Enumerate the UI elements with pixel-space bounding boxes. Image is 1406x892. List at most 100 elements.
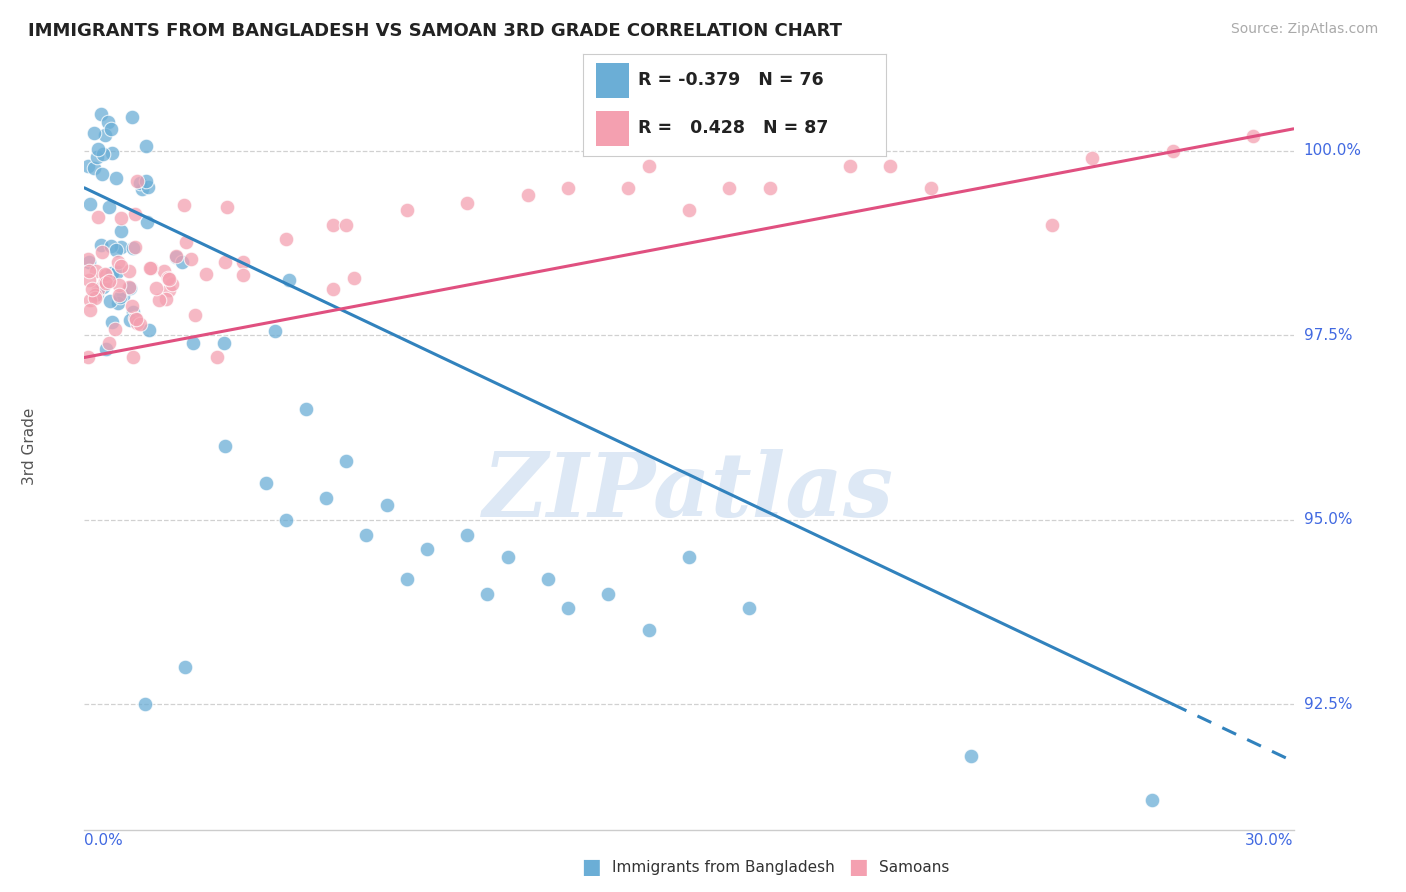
Point xyxy=(110,240,132,254)
Point xyxy=(758,181,780,195)
Point xyxy=(254,475,277,490)
Point xyxy=(537,572,560,586)
Point xyxy=(121,298,143,312)
Point xyxy=(134,697,156,711)
Point xyxy=(120,313,142,327)
Point xyxy=(173,198,195,212)
Point xyxy=(79,264,101,278)
Point xyxy=(129,176,152,190)
Point xyxy=(94,273,117,287)
Point xyxy=(496,549,519,564)
Point xyxy=(395,572,418,586)
Point xyxy=(112,289,135,303)
Point xyxy=(110,259,132,273)
Point xyxy=(94,268,117,283)
Point xyxy=(678,549,700,564)
Point xyxy=(1081,152,1104,166)
Point xyxy=(157,283,180,297)
Text: IMMIGRANTS FROM BANGLADESH VS SAMOAN 3RD GRADE CORRELATION CHART: IMMIGRANTS FROM BANGLADESH VS SAMOAN 3RD… xyxy=(28,22,842,40)
Point xyxy=(105,170,128,185)
Point xyxy=(125,311,148,326)
Point xyxy=(375,498,398,512)
Point xyxy=(87,210,110,224)
Point xyxy=(94,342,117,356)
Point xyxy=(395,202,418,217)
Point xyxy=(98,336,121,351)
Point xyxy=(77,252,100,266)
Point xyxy=(274,513,297,527)
Point xyxy=(879,159,901,173)
Point xyxy=(315,491,337,505)
Point xyxy=(118,264,141,278)
Point xyxy=(718,181,741,195)
Point xyxy=(214,255,236,269)
Point xyxy=(107,296,129,310)
Point xyxy=(194,267,217,281)
Point xyxy=(356,527,378,541)
Text: R =   0.428   N = 87: R = 0.428 N = 87 xyxy=(638,120,828,137)
Point xyxy=(84,287,107,301)
Text: R = -0.379   N = 76: R = -0.379 N = 76 xyxy=(638,71,824,89)
Point xyxy=(617,181,640,195)
Point xyxy=(77,255,100,269)
Point xyxy=(322,282,344,296)
Point xyxy=(105,265,128,279)
Text: Source: ZipAtlas.com: Source: ZipAtlas.com xyxy=(1230,22,1378,37)
Point xyxy=(91,245,114,260)
Point xyxy=(79,273,101,287)
FancyBboxPatch shape xyxy=(596,62,628,97)
Point xyxy=(84,291,107,305)
Text: 92.5%: 92.5% xyxy=(1303,697,1353,712)
Point xyxy=(77,351,100,365)
Point xyxy=(101,315,124,329)
Point xyxy=(118,280,141,294)
Point xyxy=(108,277,131,292)
Point xyxy=(839,159,862,173)
Point xyxy=(108,288,131,302)
Point xyxy=(335,218,357,232)
Point xyxy=(79,302,101,317)
Point xyxy=(131,182,153,196)
Point xyxy=(1040,218,1063,232)
Point xyxy=(87,281,110,295)
Point xyxy=(100,239,122,253)
Text: Samoans: Samoans xyxy=(879,860,949,874)
Point xyxy=(637,624,659,638)
Point xyxy=(920,181,942,195)
Point xyxy=(342,270,364,285)
Point xyxy=(184,308,207,322)
Point xyxy=(101,267,124,281)
Point xyxy=(152,264,174,278)
Point xyxy=(139,260,162,275)
Point xyxy=(516,188,538,202)
Point xyxy=(477,586,499,600)
Point xyxy=(90,237,112,252)
Point xyxy=(678,202,700,217)
Point xyxy=(174,660,197,674)
Point xyxy=(155,292,177,306)
Point xyxy=(104,322,127,336)
Point xyxy=(84,264,107,278)
Point xyxy=(165,249,187,263)
Point xyxy=(135,139,157,153)
Point xyxy=(100,146,122,161)
Text: Immigrants from Bangladesh: Immigrants from Bangladesh xyxy=(612,860,834,874)
Text: 3rd Grade: 3rd Grade xyxy=(22,408,38,484)
Text: 30.0%: 30.0% xyxy=(1246,833,1294,848)
Text: ZIPatlas: ZIPatlas xyxy=(484,449,894,535)
Point xyxy=(93,128,115,142)
Point xyxy=(124,310,146,325)
Point xyxy=(637,159,659,173)
Point xyxy=(98,274,121,288)
Point xyxy=(1241,129,1264,144)
Point xyxy=(77,159,100,173)
Point xyxy=(91,147,114,161)
Point xyxy=(232,268,254,283)
Point xyxy=(160,277,183,291)
Text: 97.5%: 97.5% xyxy=(1303,328,1353,343)
Point xyxy=(139,260,162,275)
Point xyxy=(135,215,157,229)
Point xyxy=(212,335,235,350)
Point xyxy=(157,271,180,285)
Point xyxy=(145,281,167,295)
